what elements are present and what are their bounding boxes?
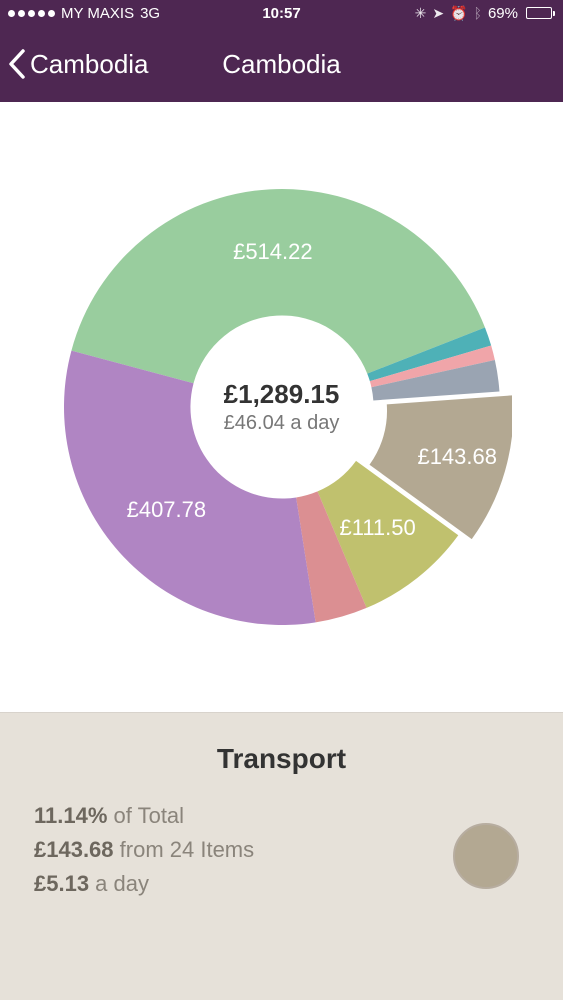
carrier-label: MY MAXIS bbox=[61, 5, 134, 22]
donut-chart[interactable]: £1,289.15 £46.04 a day £514.22£143.68£11… bbox=[52, 177, 512, 637]
detail-perday-value: £5.13 bbox=[34, 871, 89, 896]
back-button[interactable]: Cambodia bbox=[0, 49, 149, 80]
page-title: Cambodia bbox=[222, 49, 341, 80]
chevron-left-icon bbox=[8, 49, 26, 79]
detail-amount-suffix: from 24 Items bbox=[114, 837, 255, 862]
battery-pct-label: 69% bbox=[488, 5, 518, 22]
network-label: 3G bbox=[140, 5, 160, 22]
detail-title: Transport bbox=[34, 743, 529, 775]
signal-dots-icon bbox=[8, 10, 55, 17]
chart-center-label: £1,289.15 £46.04 a day bbox=[224, 379, 340, 435]
status-bar: MY MAXIS 3G 10:57 ✳︎ ➤ ⏰ ᛒ 69% bbox=[0, 0, 563, 26]
detail-pct-value: 11.14% bbox=[34, 803, 107, 828]
back-label: Cambodia bbox=[30, 49, 149, 80]
bluetooth-icon: ᛒ bbox=[474, 5, 482, 21]
status-right: ✳︎ ➤ ⏰ ᛒ 69% bbox=[415, 5, 555, 22]
category-swatch[interactable] bbox=[453, 823, 519, 889]
location-icon: ➤ bbox=[432, 5, 444, 22]
detail-pct-line: 11.14% of Total bbox=[34, 799, 529, 833]
battery-icon bbox=[524, 7, 555, 19]
nav-bar: Cambodia Cambodia bbox=[0, 26, 563, 102]
per-day-amount: £46.04 a day bbox=[224, 412, 340, 435]
detail-amount-value: £143.68 bbox=[34, 837, 114, 862]
detail-perday-line: £5.13 a day bbox=[34, 867, 529, 901]
detail-perday-suffix: a day bbox=[89, 871, 149, 896]
alarm-icon: ⏰ bbox=[450, 5, 467, 22]
total-amount: £1,289.15 bbox=[224, 379, 340, 410]
chart-area: £1,289.15 £46.04 a day £514.22£143.68£11… bbox=[0, 102, 563, 712]
status-left: MY MAXIS 3G bbox=[8, 5, 160, 22]
clock-label: 10:57 bbox=[262, 5, 300, 22]
detail-pct-suffix: of Total bbox=[107, 803, 184, 828]
loading-icon: ✳︎ bbox=[415, 5, 427, 22]
detail-panel: Transport 11.14% of Total £143.68 from 2… bbox=[0, 712, 563, 1000]
